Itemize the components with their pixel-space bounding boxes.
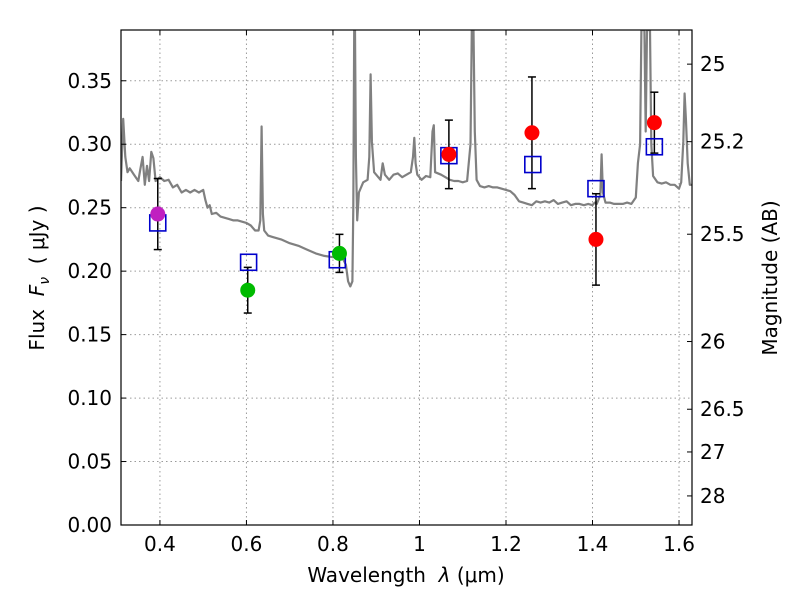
y2-tick-label: 27 xyxy=(700,440,725,464)
y2-tick-label: 25.2 xyxy=(700,130,745,154)
y-axis-title-symbol: F xyxy=(25,284,49,296)
model-photometry-square xyxy=(524,155,542,174)
x-axis-title-unit: (μm) xyxy=(451,563,505,587)
y2-tick-label: 26 xyxy=(700,330,725,354)
y-tick-label: 0.15 xyxy=(67,323,112,347)
sed-model-layer xyxy=(121,30,692,288)
x-axis-title: Wavelength λ (μm) xyxy=(307,563,504,587)
model-photometry-square xyxy=(587,179,605,198)
x-tick-label: 1.2 xyxy=(490,532,522,556)
y2-tick-label: 28 xyxy=(700,484,725,508)
observed-point-red xyxy=(441,146,457,162)
y-tick-label: 0.25 xyxy=(67,196,112,220)
x-tick-label: 0.4 xyxy=(144,532,176,556)
y-tick-label: 0.00 xyxy=(67,513,112,537)
observed-point-violet xyxy=(150,206,166,222)
x-tick-label: 1 xyxy=(413,532,426,556)
y2-tick-label: 25 xyxy=(700,52,725,76)
observed-point-green xyxy=(331,245,347,261)
y-tick-label: 0.10 xyxy=(67,386,112,410)
observed-point-red xyxy=(524,125,540,141)
y2-tick-label: 25.5 xyxy=(700,222,745,246)
model-photometry-square xyxy=(645,137,664,156)
y-axis-title: Flux Fν ( μJy ) xyxy=(25,205,53,350)
y2-axis-title: Magnitude (AB) xyxy=(758,200,782,355)
y2-tick-label: 26.5 xyxy=(700,397,745,421)
y-axis-title-prefix: Flux xyxy=(25,296,49,350)
x-tick-label: 1.4 xyxy=(577,532,609,556)
y-tick-label: 0.30 xyxy=(67,132,112,156)
x-tick-label: 1.6 xyxy=(663,532,695,556)
x-axis-title-symbol: λ xyxy=(438,563,451,587)
observed-point-green xyxy=(240,282,256,298)
grid xyxy=(121,30,692,525)
axis-ticks: 0.4 0.6 0.8 1 1.2 1.4 1.6 0.00 0.05 0.10 0.15 0.20 0… xyxy=(67,30,745,556)
x-axis-title-prefix: Wavelength xyxy=(307,563,438,587)
y-axis-title-subscript: ν xyxy=(37,277,53,285)
sed-model-line xyxy=(121,30,692,288)
observed-point-red xyxy=(588,231,604,247)
y-axis-title-unit: ( μJy ) xyxy=(25,205,49,277)
y-tick-label: 0.20 xyxy=(67,259,112,283)
y-tick-label: 0.05 xyxy=(67,450,112,474)
x-tick-label: 0.6 xyxy=(231,532,263,556)
observed-photometry xyxy=(150,115,662,298)
plot-frame xyxy=(120,29,693,526)
y-tick-label: 0.35 xyxy=(67,69,112,93)
model-photometry-square xyxy=(239,253,258,272)
x-tick-label: 0.8 xyxy=(317,532,349,556)
observed-point-red xyxy=(646,115,662,131)
plot-background xyxy=(121,30,692,525)
